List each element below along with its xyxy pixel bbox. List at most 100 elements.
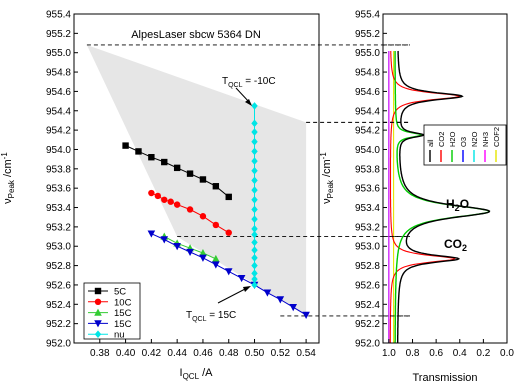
y-tick-label: 955.0 xyxy=(46,48,71,59)
data-point xyxy=(212,254,220,263)
left-plot-frame xyxy=(73,13,320,344)
data-point xyxy=(251,215,258,223)
y-tick-label: 953.8 xyxy=(46,164,71,175)
y-tick-label: 952.0 xyxy=(355,339,380,350)
y-tick-label: 953.2 xyxy=(46,222,71,233)
data-point xyxy=(173,201,181,208)
data-point xyxy=(212,261,220,269)
series-layer xyxy=(122,102,310,319)
gas-legend-label: all xyxy=(426,139,435,147)
co2-label: CO2 xyxy=(444,237,467,253)
data-point xyxy=(160,236,169,244)
data-point xyxy=(173,243,181,251)
data-point xyxy=(167,198,174,205)
y-tick-label: 955.4 xyxy=(46,10,71,21)
left-chart: 952.0 952.2 952.4 952.6 952.8 953.0 953.2 953.4… xyxy=(0,10,410,381)
tuning-region xyxy=(86,45,307,316)
gas-legend-label: N2O xyxy=(470,131,479,147)
y-tick-label: 954.2 xyxy=(46,126,71,137)
tuning-region-layer xyxy=(86,45,307,316)
x-tick-label: 0.52 xyxy=(271,348,291,359)
left-x-axis-label: IQCL /A xyxy=(180,367,214,381)
data-point xyxy=(199,176,207,183)
spectrum-h2o xyxy=(394,51,490,343)
x-tick-label: 0.50 xyxy=(245,348,265,359)
legend-marker xyxy=(94,330,102,338)
y-tick-label: 955.4 xyxy=(355,10,380,21)
gas-legend-item: O3 xyxy=(459,137,468,162)
y-tick-label: 952.6 xyxy=(355,280,380,291)
legend-marker xyxy=(94,308,102,316)
x-tick-label: 0.44 xyxy=(167,348,187,359)
data-point xyxy=(199,213,207,220)
y-tick-label: 952.4 xyxy=(355,300,380,311)
legend-label: 15C xyxy=(114,319,132,330)
h2o-label: H2O xyxy=(446,197,469,213)
x-tick-label: 0.2 xyxy=(476,348,490,359)
y-tick-label: 952.8 xyxy=(46,261,71,272)
data-point xyxy=(251,230,258,239)
data-point xyxy=(251,186,258,194)
y-tick-label: 955.0 xyxy=(355,48,380,59)
x-tick-label: 0.48 xyxy=(219,348,239,359)
left-y-axis-ticks: 952.0 952.2 952.4 952.6 952.8 953.0 953.2 953.4… xyxy=(46,10,78,350)
legend-label: 5C xyxy=(114,287,126,298)
legend-marker xyxy=(94,298,102,305)
data-point xyxy=(186,206,194,213)
data-point xyxy=(186,248,194,257)
data-point xyxy=(251,157,258,165)
left-x-axis-ticks: 0.38 0.40 0.42 0.44 0.46 0.48 0.50 0.52 0.54 xyxy=(90,339,316,359)
data-point xyxy=(186,170,194,177)
right-reference-dash-layer xyxy=(383,44,410,317)
y-tick-label: 953.4 xyxy=(355,203,380,214)
right-y-axis-ticks: 952.0 952.2 952.4 952.6 952.8 953.0 953.2 953.4… xyxy=(355,10,387,350)
y-tick-label: 953.4 xyxy=(46,203,71,214)
annotation-arrow-15 xyxy=(217,287,248,304)
data-point xyxy=(122,142,129,149)
data-point xyxy=(148,189,155,197)
y-tick-label: 952.8 xyxy=(355,261,380,272)
x-tick-label: 0.38 xyxy=(90,348,110,359)
y-tick-label: 954.6 xyxy=(355,87,380,98)
data-point xyxy=(302,311,310,319)
gas-legend-item: COF2 xyxy=(492,127,501,162)
data-point xyxy=(251,147,258,156)
x-tick-label: 0.46 xyxy=(193,348,213,359)
x-tick-label: 0.4 xyxy=(453,348,467,359)
data-point xyxy=(199,254,207,262)
data-point xyxy=(251,128,258,136)
y-tick-label: 954.0 xyxy=(355,145,380,156)
data-point xyxy=(251,254,258,262)
x-tick-label: 0.8 xyxy=(406,348,420,359)
data-point xyxy=(263,289,272,297)
y-tick-label: 954.8 xyxy=(355,68,380,79)
data-point xyxy=(251,269,258,278)
y-tick-label: 954.4 xyxy=(46,106,71,117)
legend-item: 5C xyxy=(88,287,126,298)
gas-legend-box xyxy=(423,124,507,166)
data-point xyxy=(161,158,168,166)
data-point xyxy=(251,176,258,185)
data-point xyxy=(251,137,258,146)
legend-marker xyxy=(94,287,102,295)
y-tick-label: 954.2 xyxy=(355,126,380,137)
gas-legend-item: CO2 xyxy=(437,132,446,162)
x-tick-label: 0.54 xyxy=(296,348,316,359)
x-tick-label: 0.40 xyxy=(116,348,136,359)
right-x-axis-label: Transmission xyxy=(413,372,478,383)
y-tick-label: 953.6 xyxy=(46,184,71,195)
gas-legend-label: NH3 xyxy=(481,132,490,147)
y-tick-label: 953.0 xyxy=(46,242,71,253)
legend-label: 10C xyxy=(114,297,132,308)
data-point xyxy=(251,195,258,204)
data-point xyxy=(251,261,258,270)
gas-legend: all CO2 H2O O3 N2O NH3 COF2 xyxy=(423,124,507,166)
data-point xyxy=(251,166,258,175)
gas-legend-item: H2O xyxy=(448,131,457,162)
data-point xyxy=(251,246,258,254)
y-tick-label: 953.2 xyxy=(355,222,380,233)
data-point xyxy=(251,205,258,214)
legend-label: 15C xyxy=(114,308,132,319)
y-tick-label: 954.6 xyxy=(46,87,71,98)
